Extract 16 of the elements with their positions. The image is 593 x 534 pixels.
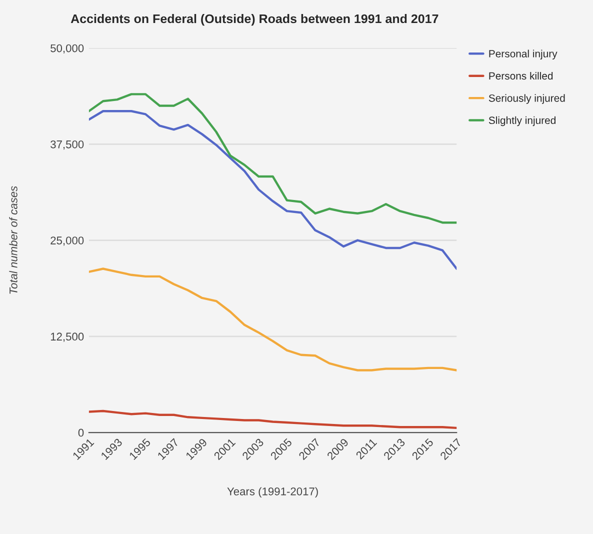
line-series: [88, 110, 457, 270]
legend-label: Seriously injured: [488, 94, 565, 104]
legend-label: Persons killed: [489, 72, 553, 80]
y-tick-label: 25,000: [50, 236, 84, 246]
y-tick-label: 37,500: [50, 140, 84, 150]
line-series: [88, 93, 457, 224]
y-tick-label: 50,000: [50, 44, 84, 54]
y-axis-title: Total number of cases: [9, 186, 18, 294]
legend-label: Personal injury: [489, 50, 558, 60]
chart-title: Accidents on Federal (Outside) Roads between 1991 and 2017: [70, 14, 438, 26]
line-series: [88, 410, 457, 430]
x-axis-title: Years (1991-2017): [227, 487, 318, 498]
line-series: [88, 268, 457, 372]
y-tick-label: 0: [78, 428, 84, 437]
y-tick-label: 12,500: [50, 332, 84, 342]
legend-label: Slightly injured: [488, 116, 556, 126]
